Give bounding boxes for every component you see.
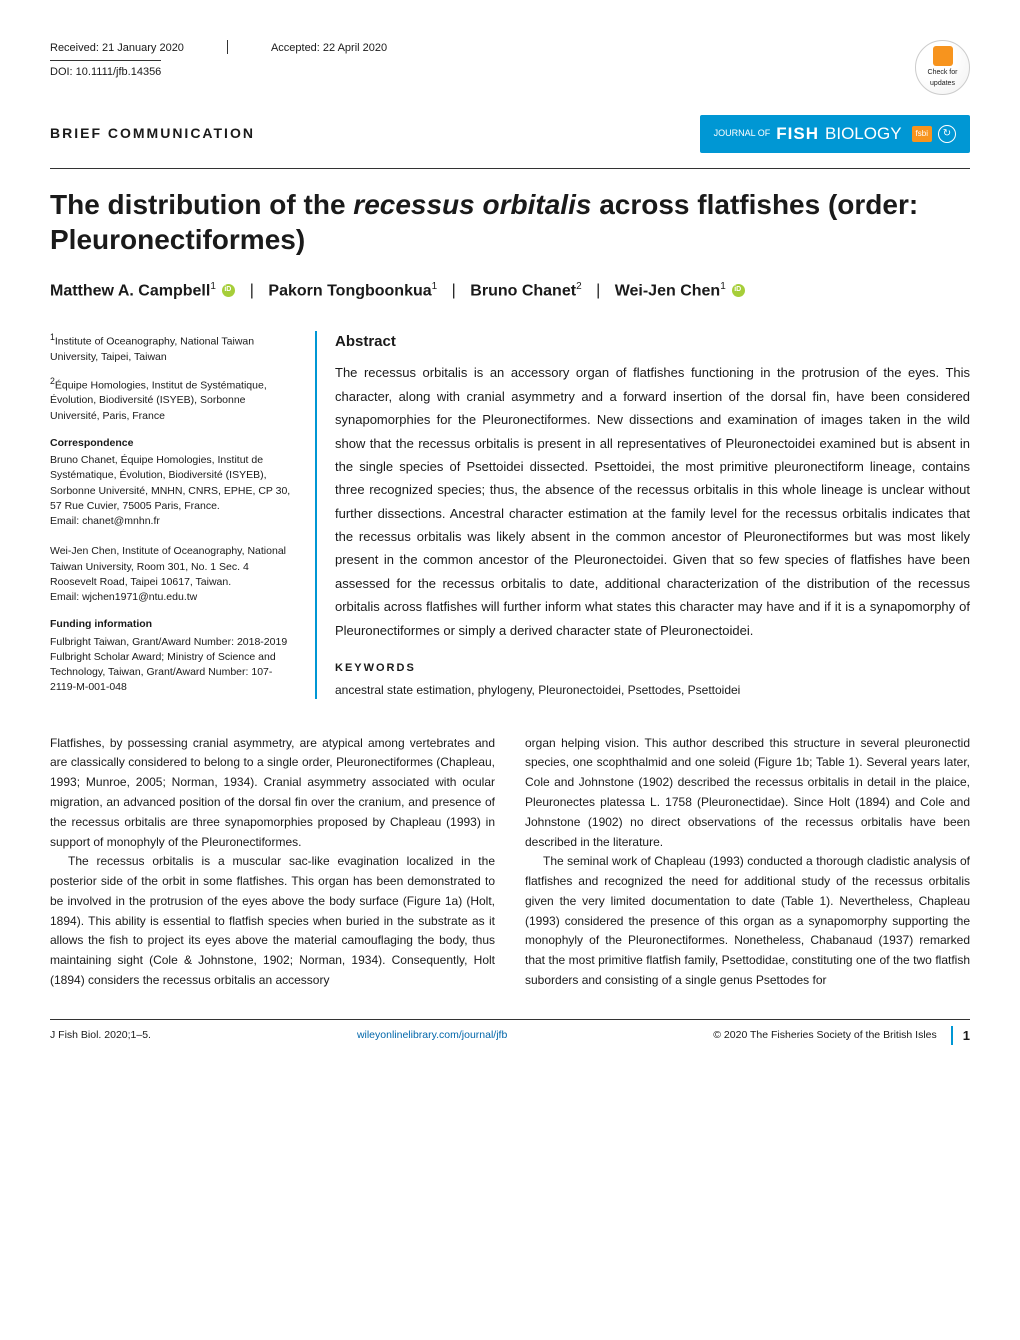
author-3-affil: 2: [576, 281, 582, 292]
author-separator: |: [250, 282, 254, 299]
journal-prefix: JOURNAL OF: [714, 127, 771, 141]
title-part-1: The distribution of the: [50, 189, 353, 220]
page-number: 1: [951, 1026, 970, 1046]
title-italic: recessus orbitalis: [353, 189, 591, 220]
page-footer: J Fish Biol. 2020;1–5. wileyonlinelibrar…: [50, 1019, 970, 1046]
author-4-affil: 1: [720, 281, 726, 292]
meta-divider: [227, 40, 243, 54]
body-right-column: organ helping vision. This author descri…: [525, 734, 970, 991]
footer-url[interactable]: wileyonlinelibrary.com/journal/jfb: [357, 1028, 507, 1044]
author-2: Pakorn Tongboonkua: [268, 282, 431, 299]
author-1: Matthew A. Campbell: [50, 282, 210, 299]
author-2-affil: 1: [432, 281, 438, 292]
title-rule: [50, 168, 970, 169]
accepted-date: Accepted: 22 April 2020: [271, 40, 402, 57]
orcid-icon[interactable]: [222, 284, 235, 297]
check-updates-label: Check for updates: [916, 68, 969, 89]
affil-2-text: Équipe Homologies, Institut de Systémati…: [50, 379, 267, 421]
orcid-icon[interactable]: [732, 284, 745, 297]
author-list: Matthew A. Campbell1 | Pakorn Tongboonku…: [50, 279, 970, 303]
footer-citation: J Fish Biol. 2020;1–5.: [50, 1028, 151, 1044]
affil-1-text: Institute of Oceanography, National Taiw…: [50, 335, 254, 362]
author-1-affil: 1: [210, 281, 216, 292]
journal-biology: BIOLOGY: [825, 121, 902, 147]
funding-heading: Funding information: [50, 617, 297, 632]
crossmark-icon: [933, 46, 953, 66]
journal-fish: FISH: [776, 121, 819, 147]
correspondence-heading: Correspondence: [50, 436, 297, 451]
correspondence-1-email: Email: chanet@mnhn.fr: [50, 514, 297, 529]
body-paragraph: The seminal work of Chapleau (1993) cond…: [525, 852, 970, 991]
fsbi-badge: fsbi: [912, 126, 932, 142]
sidebar-metadata: 1Institute of Oceanography, National Tai…: [50, 331, 315, 699]
keywords-text: ancestral state estimation, phylogeny, P…: [335, 681, 970, 699]
article-title: The distribution of the recessus orbital…: [50, 187, 970, 257]
affiliation-1: 1Institute of Oceanography, National Tai…: [50, 331, 297, 365]
author-separator: |: [452, 282, 456, 299]
article-type: BRIEF COMMUNICATION: [50, 123, 255, 144]
body-paragraph: organ helping vision. This author descri…: [525, 734, 970, 853]
header-meta-row: Received: 21 January 2020 Accepted: 22 A…: [50, 40, 970, 95]
received-date: Received: 21 January 2020: [50, 40, 199, 57]
abstract-heading: Abstract: [335, 331, 970, 354]
footer-copyright: © 2020 The Fisheries Society of the Brit…: [713, 1028, 936, 1044]
doi: DOI: 10.1111/jfb.14356: [50, 60, 161, 81]
body-text: Flatfishes, by possessing cranial asymme…: [50, 734, 970, 991]
correspondence-2-email: Email: wjchen1971@ntu.edu.tw: [50, 590, 297, 605]
check-updates-badge[interactable]: Check for updates: [915, 40, 970, 95]
author-3: Bruno Chanet: [470, 282, 576, 299]
correspondence-2: Wei-Jen Chen, Institute of Oceanography,…: [50, 544, 297, 590]
author-separator: |: [596, 282, 600, 299]
open-access-icon: ↻: [938, 125, 956, 143]
abstract-column: Abstract The recessus orbitalis is an ac…: [315, 331, 970, 699]
body-paragraph: Flatfishes, by possessing cranial asymme…: [50, 734, 495, 853]
abstract-text: The recessus orbitalis is an accessory o…: [335, 361, 970, 642]
journal-banner: JOURNAL OF FISH BIOLOGY fsbi ↻: [700, 115, 970, 153]
body-paragraph: The recessus orbitalis is a muscular sac…: [50, 852, 495, 991]
funding-text: Fulbright Taiwan, Grant/Award Number: 20…: [50, 635, 297, 696]
affiliation-2: 2Équipe Homologies, Institut de Systémat…: [50, 375, 297, 424]
keywords-heading: KEYWORDS: [335, 660, 970, 677]
correspondence-1: Bruno Chanet, Équipe Homologies, Institu…: [50, 453, 297, 514]
body-left-column: Flatfishes, by possessing cranial asymme…: [50, 734, 495, 991]
author-4: Wei-Jen Chen: [615, 282, 721, 299]
